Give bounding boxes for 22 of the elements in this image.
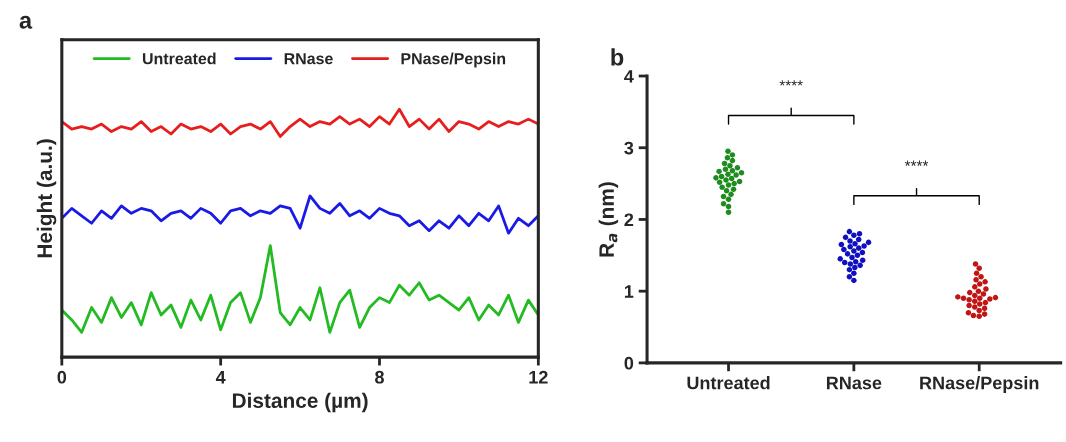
chart-title: b [611,48,624,66]
x-tick-label: RNase/Pepsin [920,376,1039,393]
x-axis-title: Distance (µm) [232,392,368,413]
x-tick-label: 8 [375,370,384,384]
legend-label: RNase [284,53,333,65]
annotation: **** [904,160,929,166]
y-axis-title: Height (a.u.) [36,139,57,258]
x-tick-label: Untreated [687,376,770,390]
y-tick-label: 3 [624,141,634,155]
y-tick-label: 4 [624,70,634,83]
x-tick-label: 0 [57,370,67,384]
y-tick-label: 2 [624,213,634,226]
legend-label: PNase/Pepsin [401,52,506,68]
x-tick-label: 12 [529,370,548,384]
chart-title: a [19,15,33,29]
annotation: **** [779,80,803,86]
x-tick-label: 4 [215,370,226,384]
y-tick-label: 0 [624,356,634,370]
legend-label: Untreated [142,52,216,65]
x-tick-label: RNase [826,376,882,390]
y-axis-title: R$_{a}$ (nm) [598,182,619,257]
y-tick-label: 1 [624,285,634,298]
